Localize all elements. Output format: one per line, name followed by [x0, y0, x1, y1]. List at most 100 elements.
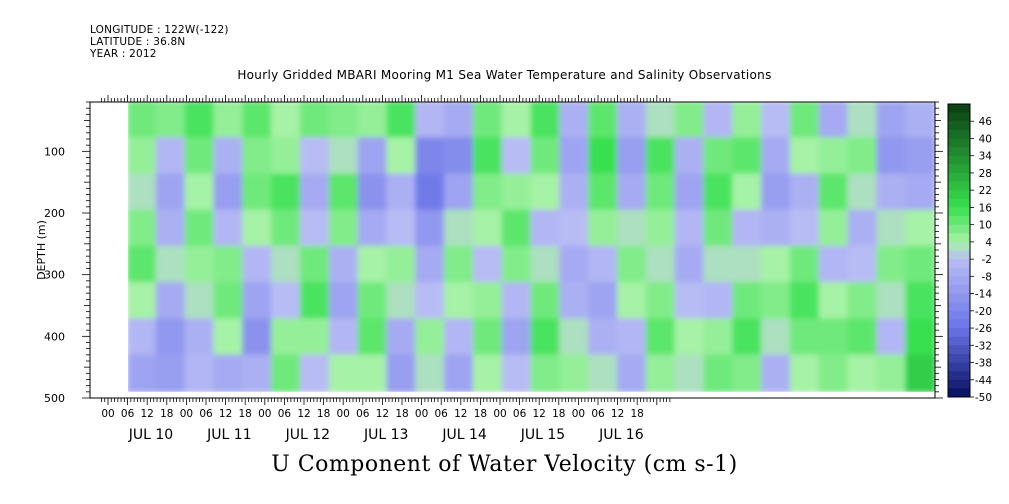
heatmap-cell: [617, 102, 648, 140]
heatmap-cell: [559, 209, 591, 248]
heatmap-cell: [444, 173, 475, 212]
heatmap-cell: [127, 173, 158, 212]
heatmap-cell: [501, 318, 533, 357]
heatmap-cell: [588, 354, 619, 393]
heatmap-cell: [588, 137, 619, 176]
colorbar-label: 10: [979, 220, 992, 232]
heatmap-cell: [472, 318, 504, 357]
heatmap-cell: [732, 245, 764, 285]
heatmap-cell: [818, 245, 850, 285]
heatmap-cell: [357, 209, 389, 248]
x-tick-label: 06: [278, 408, 292, 420]
heatmap-cell: [847, 102, 879, 140]
heatmap-cell: [444, 209, 475, 248]
heatmap-cell: [501, 102, 533, 140]
heatmap-cell: [444, 354, 475, 393]
heatmap-cell: [184, 102, 216, 140]
heatmap-cell: [530, 282, 562, 321]
heatmap-cell: [588, 173, 619, 212]
y-tick-label: 300: [44, 269, 65, 282]
heatmap-cell: [328, 173, 360, 212]
heatmap-cell: [559, 173, 591, 212]
heatmap-cell: [271, 354, 302, 393]
x-day-label: JUL 12: [285, 427, 330, 443]
heatmap-cell: [127, 245, 158, 285]
heatmap-cell: [876, 173, 908, 212]
x-tick-label: 06: [199, 408, 213, 420]
velocity-field: [90, 102, 935, 398]
heatmap-cell: [386, 354, 418, 393]
x-tick-label: 18: [239, 408, 252, 420]
heatmap-cell: [472, 245, 504, 285]
heatmap-cell: [299, 173, 331, 212]
heatmap-cell: [703, 245, 735, 285]
heatmap-cell: [732, 318, 764, 357]
heatmap-cell: [703, 173, 735, 212]
heatmap-cell: [328, 137, 360, 176]
x-tick-label: 00: [415, 408, 428, 420]
heatmap-cell: [905, 209, 935, 248]
y-tick-label: 200: [44, 207, 65, 220]
x-day-label: JUL 13: [363, 427, 408, 443]
heatmap-cell: [703, 137, 735, 176]
heatmap-cell: [155, 318, 187, 357]
heatmap-cell: [184, 209, 216, 248]
x-tick-label: 12: [376, 408, 389, 420]
heatmap-cell: [328, 102, 360, 140]
heatmap-cell: [213, 354, 245, 393]
y-axis-label: DEPTH (m): [35, 220, 48, 280]
x-tick-label: 18: [395, 408, 408, 420]
heatmap-cell: [155, 245, 187, 285]
heatmap-cell: [732, 282, 764, 321]
colorbar-band: [948, 310, 970, 320]
heatmap-cell: [703, 318, 735, 357]
heatmap-cell: [847, 245, 879, 285]
heatmap-cell: [905, 102, 935, 140]
heatmap-cell: [242, 245, 274, 285]
heatmap-cell: [271, 209, 302, 248]
heatmap-cell: [155, 137, 187, 176]
colorbar-band: [948, 164, 970, 174]
colorbar-band: [948, 379, 970, 389]
colorbar-label: -8: [982, 271, 992, 283]
colorbar-band: [948, 284, 970, 294]
x-tick-label: 00: [572, 408, 585, 420]
heatmap-cell: [761, 282, 792, 321]
y-tick-label: 100: [44, 145, 65, 158]
x-tick-label: 12: [141, 408, 154, 420]
colorbar-label: -2: [982, 254, 992, 266]
heatmap-cell: [588, 102, 619, 140]
heatmap-cell: [415, 245, 446, 285]
heatmap-cell: [789, 318, 821, 357]
colorbar-label: 28: [979, 168, 992, 180]
heatmap-cell: [155, 102, 187, 140]
heatmap-cell: [674, 209, 706, 248]
heatmap-cell: [530, 137, 562, 176]
colorbar: 46 40 34 28 22 16 10 4 -2 -8 -14 -20 -26 -32 -38 -44 -50: [947, 103, 993, 404]
heatmap-cell: [732, 209, 764, 248]
heatmap-cell: [271, 318, 302, 357]
heatmap-cell: [905, 354, 935, 393]
heatmap-cell: [501, 173, 533, 212]
heatmap-cell: [299, 282, 331, 321]
colorbar-label: 34: [979, 151, 993, 163]
heatmap-cell: [328, 318, 360, 357]
heatmap-cell: [357, 245, 389, 285]
colorbar-band: [948, 172, 970, 182]
heatmap-cell: [905, 245, 935, 285]
heatmap-cell: [444, 282, 475, 321]
heatmap-cell: [386, 102, 418, 140]
heatmap-cell: [617, 318, 648, 357]
heatmap-cell: [789, 209, 821, 248]
x-tick-label: 18: [631, 408, 644, 420]
heatmap-cell: [617, 173, 648, 212]
heatmap-cell: [789, 282, 821, 321]
x-day-label: JUL 16: [598, 427, 644, 443]
heatmap-cell: [761, 209, 792, 248]
heatmap-cell: [559, 354, 591, 393]
heatmap-cell: [213, 137, 245, 176]
heatmap-cell: [415, 102, 446, 140]
x-day-label: JUL 14: [441, 427, 487, 443]
heatmap-cell: [357, 137, 389, 176]
heatmap-cell: [184, 245, 216, 285]
